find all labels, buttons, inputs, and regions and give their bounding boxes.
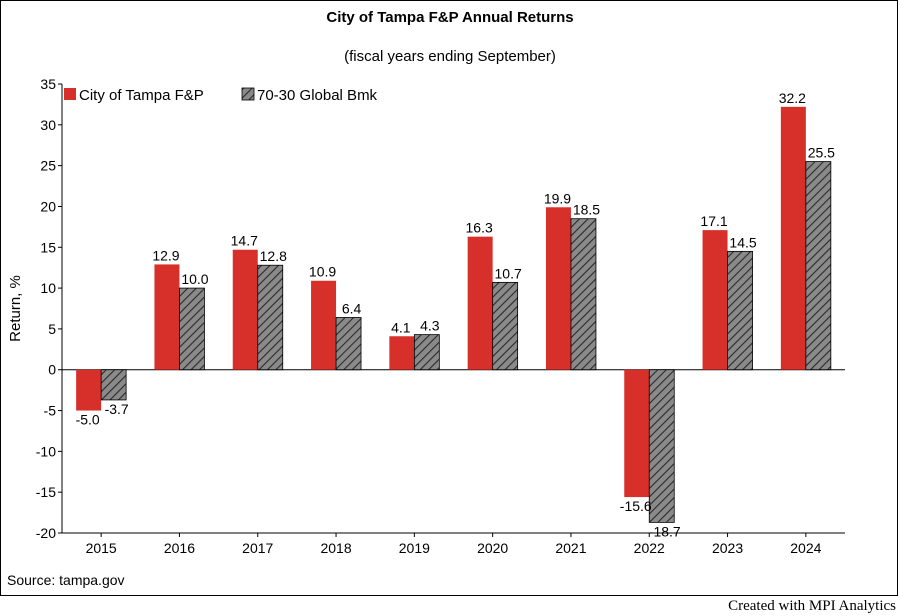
benchmark-bar-2015 xyxy=(100,369,127,401)
tampa-value-label-2018: 10.9 xyxy=(309,264,336,280)
tampa-value-label-2021: 19.9 xyxy=(544,190,571,206)
benchmark-value-label-2017: 12.8 xyxy=(260,248,287,264)
x-tick-label: 2015 xyxy=(86,540,117,556)
legend-label-benchmark: 70-30 Global Bmk xyxy=(257,87,378,104)
benchmark-value-label-2024: 25.5 xyxy=(808,145,835,161)
y-tick-label: 15 xyxy=(40,239,56,255)
benchmark-value-label-2021: 18.5 xyxy=(573,202,600,218)
y-tick-label: 20 xyxy=(40,198,56,214)
chart-title: City of Tampa F&P Annual Returns xyxy=(326,9,574,26)
y-tick-label: 5 xyxy=(48,321,56,337)
x-tick-label: 2018 xyxy=(320,540,351,556)
benchmark-bar-2022 xyxy=(648,369,675,523)
x-tick-label: 2016 xyxy=(164,540,195,556)
benchmark-value-label-2019: 4.3 xyxy=(420,318,440,334)
y-tick-label: -10 xyxy=(36,443,56,459)
legend-swatch-tampa xyxy=(64,88,76,100)
tampa-value-label-2024: 32.2 xyxy=(779,90,806,106)
benchmark-value-label-2020: 10.7 xyxy=(495,265,522,281)
y-tick-label: 25 xyxy=(40,158,56,174)
benchmark-bar-2020 xyxy=(492,281,519,371)
y-axis-label: Return, % xyxy=(7,275,24,342)
y-tick-label: 10 xyxy=(40,280,56,296)
tampa-bar-2017 xyxy=(232,249,258,370)
tampa-bar-2021 xyxy=(545,207,571,370)
benchmark-value-label-2018: 6.4 xyxy=(342,300,362,316)
legend-swatch-benchmark xyxy=(241,87,255,101)
benchmark-value-label-2016: 10.0 xyxy=(181,271,208,287)
benchmark-bar-2023 xyxy=(727,250,753,371)
benchmark-bar-2017 xyxy=(257,264,284,371)
credit-note: Created with MPI Analytics xyxy=(728,598,896,614)
y-tick-label: -5 xyxy=(44,403,57,419)
tampa-bar-2024 xyxy=(780,106,806,370)
x-tick-label: 2024 xyxy=(790,540,821,556)
legend-label-tampa: City of Tampa F&P xyxy=(79,87,204,104)
x-tick-label: 2022 xyxy=(634,540,665,556)
tampa-value-label-2020: 16.3 xyxy=(466,220,493,236)
x-tick-label: 2020 xyxy=(477,540,508,556)
benchmark-bar-2024 xyxy=(805,161,832,371)
benchmark-bar-2016 xyxy=(179,287,205,371)
source-note: Source: tampa.gov xyxy=(7,572,125,588)
tampa-bar-2020 xyxy=(467,236,493,370)
x-tick-label: 2021 xyxy=(555,540,586,556)
chart-subtitle: (fiscal years ending September) xyxy=(344,48,556,65)
x-tick-label: 2017 xyxy=(242,540,273,556)
tampa-value-label-2019: 4.1 xyxy=(391,319,411,335)
benchmark-bar-2021 xyxy=(570,218,597,371)
tampa-value-label-2015: -5.0 xyxy=(76,412,100,428)
chart-frame xyxy=(0,0,898,596)
tampa-bar-2022 xyxy=(624,369,650,498)
tampa-value-label-2023: 17.1 xyxy=(700,213,727,229)
tampa-bar-2016 xyxy=(154,264,180,370)
y-tick-label: 30 xyxy=(40,117,56,133)
y-tick-label: -20 xyxy=(36,525,56,541)
benchmark-value-label-2015: -3.7 xyxy=(105,401,129,417)
y-tick-label: 0 xyxy=(48,362,56,378)
tampa-value-label-2022: -15.6 xyxy=(620,498,652,514)
tampa-value-label-2016: 12.9 xyxy=(152,247,179,263)
benchmark-bar-2019 xyxy=(413,334,440,371)
x-tick-label: 2019 xyxy=(399,540,430,556)
tampa-value-label-2017: 14.7 xyxy=(231,233,258,249)
benchmark-value-label-2023: 14.5 xyxy=(729,234,756,250)
x-tick-label: 2023 xyxy=(712,540,743,556)
benchmark-bar-2018 xyxy=(335,317,362,371)
tampa-bar-2023 xyxy=(702,230,728,370)
benchmark-value-label-2022: -18.7 xyxy=(649,523,681,539)
tampa-bar-2018 xyxy=(311,280,337,370)
y-tick-label: 35 xyxy=(40,76,56,92)
tampa-bar-2015 xyxy=(76,369,102,411)
y-tick-label: -15 xyxy=(36,484,56,500)
tampa-bar-2019 xyxy=(389,336,415,370)
